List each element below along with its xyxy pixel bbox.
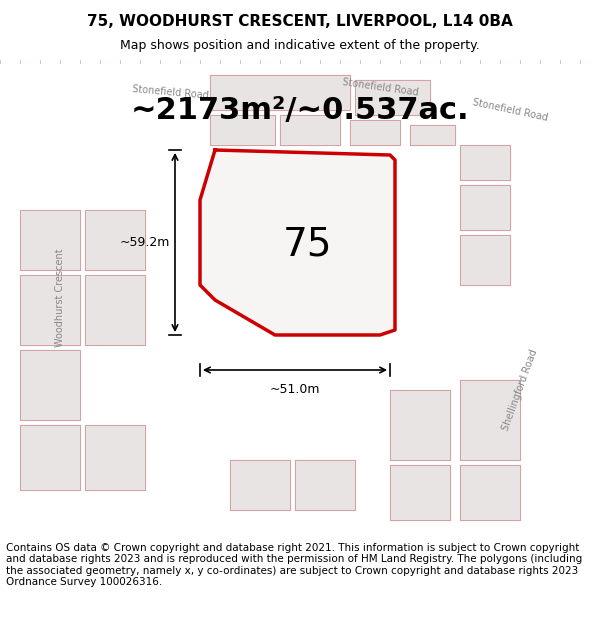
- Polygon shape: [390, 390, 450, 460]
- Text: 75, WOODHURST CRESCENT, LIVERPOOL, L14 0BA: 75, WOODHURST CRESCENT, LIVERPOOL, L14 0…: [87, 14, 513, 29]
- Text: ~59.2m: ~59.2m: [119, 236, 170, 249]
- Polygon shape: [210, 75, 350, 110]
- Text: Stonefield Road: Stonefield Road: [341, 77, 419, 98]
- Text: ~2173m²/~0.537ac.: ~2173m²/~0.537ac.: [131, 96, 469, 124]
- Polygon shape: [85, 210, 145, 270]
- Polygon shape: [460, 185, 510, 230]
- Polygon shape: [230, 460, 290, 510]
- Polygon shape: [210, 115, 275, 145]
- Text: 75: 75: [283, 226, 333, 264]
- Polygon shape: [460, 465, 520, 520]
- Polygon shape: [350, 120, 400, 145]
- Polygon shape: [20, 350, 80, 420]
- Polygon shape: [20, 210, 80, 270]
- Polygon shape: [410, 125, 455, 145]
- Polygon shape: [280, 115, 340, 145]
- Text: Contains OS data © Crown copyright and database right 2021. This information is : Contains OS data © Crown copyright and d…: [6, 542, 582, 588]
- Text: Stonefield Road: Stonefield Road: [131, 84, 209, 101]
- Polygon shape: [295, 460, 355, 510]
- Text: Map shows position and indicative extent of the property.: Map shows position and indicative extent…: [120, 39, 480, 51]
- Polygon shape: [200, 150, 395, 335]
- Text: Shellingford Road: Shellingford Road: [500, 348, 539, 432]
- Polygon shape: [460, 380, 520, 460]
- Polygon shape: [20, 275, 80, 345]
- Text: ~51.0m: ~51.0m: [270, 383, 320, 396]
- Polygon shape: [355, 80, 430, 115]
- Polygon shape: [85, 425, 145, 490]
- Text: Stonefield Road: Stonefield Road: [472, 97, 548, 123]
- Polygon shape: [460, 145, 510, 180]
- Polygon shape: [390, 465, 450, 520]
- Polygon shape: [85, 275, 145, 345]
- Polygon shape: [460, 235, 510, 285]
- Text: Woodhurst Crescent: Woodhurst Crescent: [55, 249, 65, 348]
- Polygon shape: [20, 425, 80, 490]
